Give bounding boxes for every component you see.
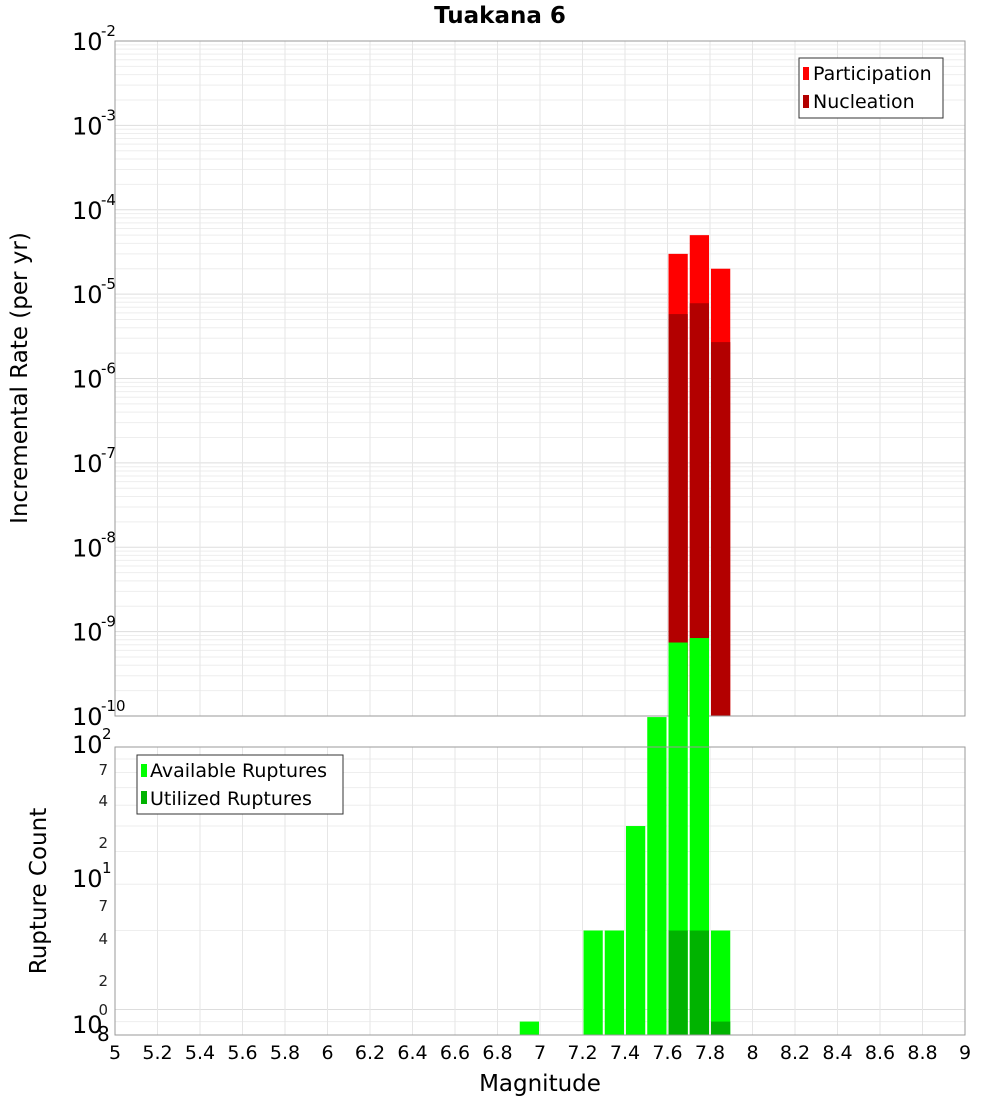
count-legend-box: [136, 754, 344, 815]
rate-y-tick-exponent: -2: [101, 22, 116, 40]
x-tick-label: 7.8: [695, 1042, 725, 1064]
rate-legend: Participation Nucleation: [798, 57, 944, 119]
utilized-swatch: [141, 791, 147, 804]
count-y-major-tick-exponent: 2: [102, 725, 112, 743]
x-tick-label: 6.2: [355, 1042, 385, 1064]
count-panel-bars: [519, 638, 731, 1035]
rate-y-tick-label: 10: [72, 281, 103, 309]
x-tick-label: 8.6: [865, 1042, 895, 1064]
rate-panel-gridlines: [114, 41, 966, 717]
count-y-minor-tick-label: 7: [98, 761, 108, 779]
available-ruptures-bar: [604, 930, 624, 1035]
x-tick-label: 8.8: [907, 1042, 937, 1064]
x-tick-label: 6.6: [440, 1042, 470, 1064]
rate-y-tick-exponent: -4: [101, 191, 116, 209]
rate-y-tick-exponent: -3: [101, 106, 116, 124]
legend-participation-label: Participation: [813, 63, 932, 85]
x-tick-label: 9: [959, 1042, 971, 1064]
rate-y-tick-exponent: -9: [101, 613, 116, 631]
x-axis-label: Magnitude: [479, 1071, 601, 1097]
legend-available-label: Available Ruptures: [150, 760, 327, 782]
count-y-major-tick-label: 10: [72, 731, 103, 759]
available-ruptures-bar: [711, 930, 731, 1035]
available-ruptures-bar: [647, 717, 667, 1035]
rate-y-tick-label: 10: [72, 197, 103, 225]
count-y-major-tick-label: 10: [72, 865, 103, 893]
rate-y-tick-exponent: -5: [101, 275, 116, 293]
x-tick-label: 7.6: [652, 1042, 682, 1064]
x-tick-label: 7: [534, 1042, 546, 1064]
rate-y-axis-label: Incremental Rate (per yr): [7, 232, 33, 524]
count-y-axis-label: Rupture Count: [26, 808, 52, 974]
available-swatch: [141, 764, 147, 777]
x-tick-label: 6.8: [482, 1042, 512, 1064]
rate-panel-bars: [668, 235, 731, 716]
nucleation-bar: [711, 342, 731, 716]
count-y-minor-tick-label: 7: [98, 897, 108, 915]
utilized-ruptures-bar: [711, 1021, 731, 1035]
nucleation-bar: [668, 314, 688, 716]
count-y-minor-tick-label: 4: [98, 930, 108, 948]
count-y-min-tick-label: 8: [97, 1022, 110, 1046]
rate-y-tick-exponent: -7: [101, 444, 116, 462]
utilized-ruptures-bar: [689, 930, 709, 1035]
count-y-bottom-tick-label: 10: [72, 1011, 103, 1039]
nucleation-bar: [689, 303, 709, 716]
x-tick-label: 5: [109, 1042, 121, 1064]
count-panel-frame: [114, 746, 966, 1036]
rate-y-tick-label: 10: [72, 534, 103, 562]
x-tick-label: 5.6: [227, 1042, 257, 1064]
count-y-minor-tick-label: 2: [98, 834, 108, 852]
rate-panel-frame: [114, 40, 966, 717]
rate-y-tick-label: 10: [72, 28, 103, 56]
available-ruptures-bar: [583, 930, 603, 1035]
count-y-minor-tick-label: 2: [98, 972, 108, 990]
rate-y-tick-label: 10: [72, 366, 103, 394]
count-y-minor-tick-label: 4: [98, 792, 108, 810]
nucleation-swatch: [803, 95, 809, 108]
x-tick-label: 8: [746, 1042, 758, 1064]
count-legend: Available Ruptures Utilized Ruptures: [136, 754, 344, 815]
x-tick-label: 8.2: [780, 1042, 810, 1064]
x-tick-label: 7.2: [567, 1042, 597, 1064]
rate-y-tick-label: 10: [72, 703, 103, 731]
x-tick-label: 5.4: [185, 1042, 215, 1064]
legend-nucleation-label: Nucleation: [813, 91, 915, 113]
rate-legend-box: [798, 57, 944, 119]
rate-y-tick-label: 10: [72, 619, 103, 647]
rate-y-tick-label: 10: [72, 450, 103, 478]
x-tick-label: 6: [321, 1042, 333, 1064]
x-tick-label: 5.8: [270, 1042, 300, 1064]
count-y-major-tick-exponent: 1: [102, 859, 112, 877]
x-tick-label: 5.2: [142, 1042, 172, 1064]
rate-y-tick-label: 10: [72, 112, 103, 140]
participation-swatch: [803, 67, 809, 80]
available-ruptures-bar: [626, 826, 646, 1035]
available-ruptures-bar: [519, 1021, 539, 1035]
count-y-minor-tick-label: 0: [98, 1001, 108, 1019]
chart-title: Tuakana 6: [434, 3, 566, 29]
x-tick-label: 8.4: [822, 1042, 852, 1064]
utilized-ruptures-bar: [668, 930, 688, 1035]
rate-y-tick-exponent: -6: [101, 360, 116, 378]
x-tick-label: 7.4: [610, 1042, 640, 1064]
x-tick-label: 6.4: [397, 1042, 427, 1064]
x-axis-ticks: 5 5.2 5.4 5.6 5.8 6 6.2 6.4 6.6 6.8 7 7.2 7.4 7.6 7.8 8…: [109, 1042, 971, 1064]
rate-y-tick-exponent: -8: [101, 528, 116, 546]
rate-y-tick-exponent: -10: [101, 697, 126, 715]
legend-utilized-label: Utilized Ruptures: [150, 788, 312, 810]
